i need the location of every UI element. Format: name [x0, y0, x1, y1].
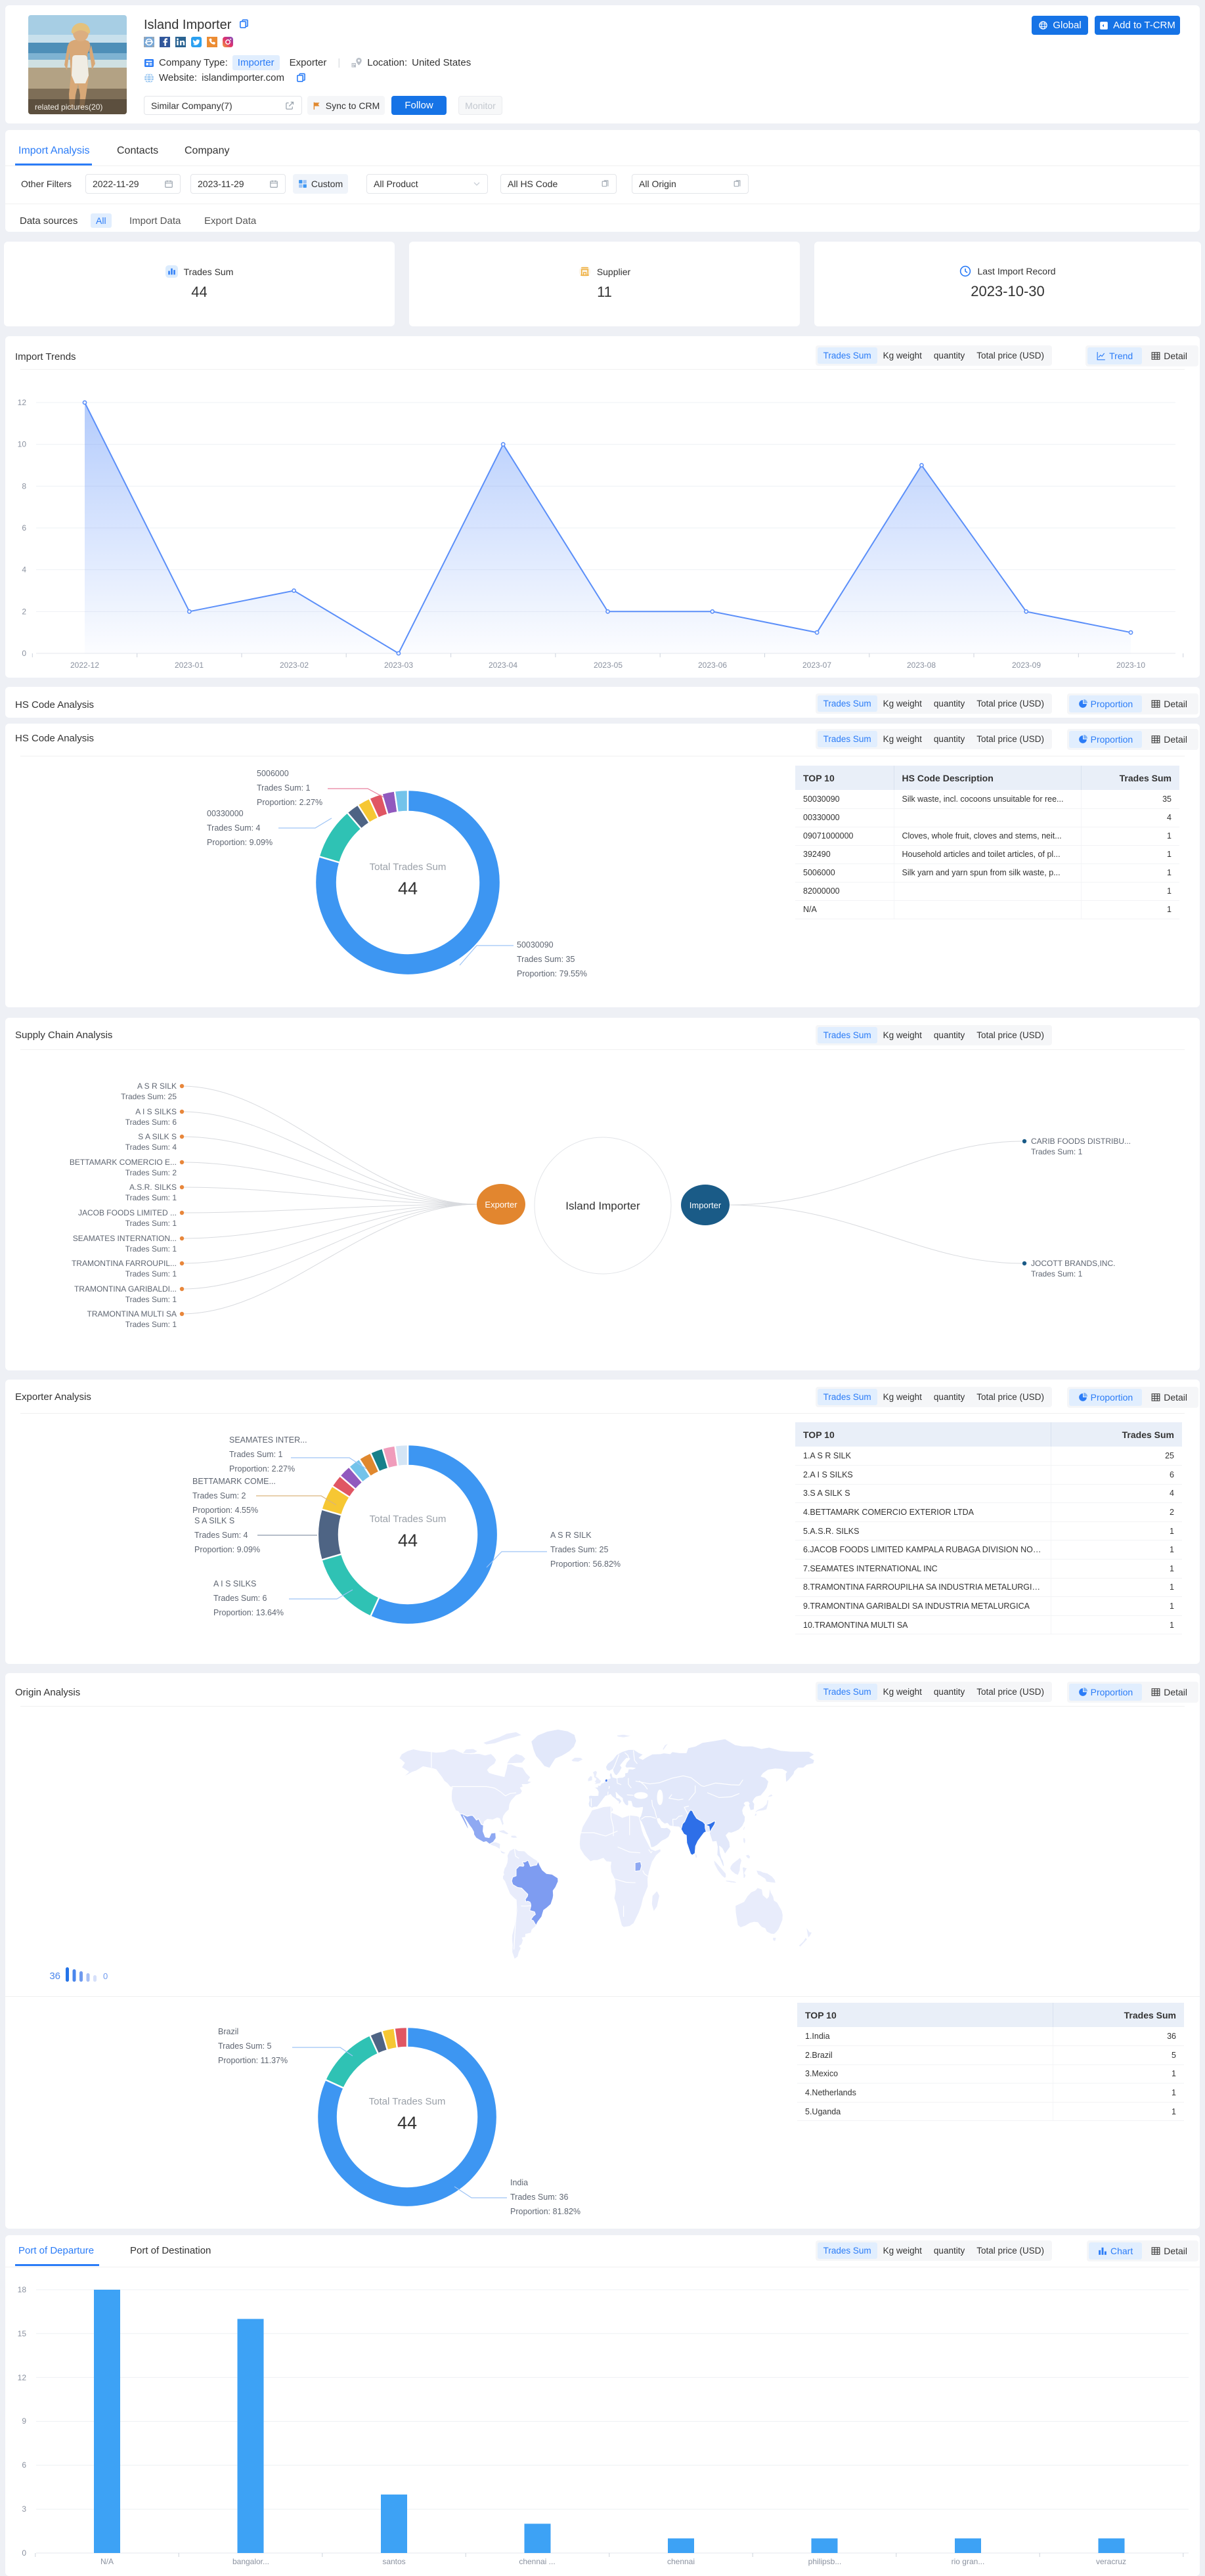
svg-text:N/A: N/A [100, 2557, 114, 2566]
svg-text:philipsb...: philipsb... [808, 2557, 842, 2566]
svg-text:2: 2 [22, 607, 26, 616]
svg-text:36: 36 [49, 1971, 60, 1982]
svg-text:2023-08: 2023-08 [907, 661, 936, 670]
svg-text:9: 9 [22, 2416, 26, 2426]
svg-text:Island Importer: Island Importer [565, 1200, 640, 1212]
svg-text:santos: santos [382, 2557, 405, 2566]
svg-text:Total Trades Sum: Total Trades Sum [370, 1514, 447, 1525]
svg-text:2023-05: 2023-05 [594, 661, 623, 670]
svg-text:12: 12 [18, 398, 27, 407]
svg-text:4: 4 [22, 565, 26, 575]
svg-text:44: 44 [398, 879, 418, 898]
svg-text:Importer: Importer [690, 1200, 722, 1210]
svg-text:bangalor...: bangalor... [232, 2557, 269, 2566]
svg-text:2023-07: 2023-07 [802, 661, 831, 670]
svg-text:0: 0 [22, 649, 26, 658]
svg-text:18: 18 [18, 2285, 27, 2294]
svg-text:0: 0 [103, 1971, 108, 1981]
svg-text:2023-01: 2023-01 [175, 661, 204, 670]
svg-text:2023-02: 2023-02 [280, 661, 309, 670]
svg-text:2023-09: 2023-09 [1012, 661, 1041, 670]
svg-text:2023-03: 2023-03 [384, 661, 413, 670]
svg-text:0: 0 [22, 2548, 26, 2558]
svg-text:44: 44 [398, 1531, 418, 1550]
svg-text:8: 8 [22, 481, 26, 491]
svg-text:6: 6 [22, 523, 26, 533]
svg-text:Total Trades Sum: Total Trades Sum [370, 862, 447, 873]
svg-text:2022-12: 2022-12 [70, 661, 99, 670]
svg-text:2023-10: 2023-10 [1116, 661, 1145, 670]
svg-text:6: 6 [22, 2460, 26, 2470]
svg-text:44: 44 [397, 2113, 417, 2133]
svg-text:15: 15 [18, 2329, 27, 2338]
svg-text:related pictures(20): related pictures(20) [35, 102, 102, 112]
svg-text:12: 12 [18, 2373, 27, 2382]
svg-text:veracruz: veracruz [1096, 2557, 1126, 2566]
svg-text:Exporter: Exporter [485, 1200, 517, 1210]
svg-text:10: 10 [18, 440, 27, 449]
svg-text:chennai: chennai [667, 2557, 695, 2566]
svg-text:Total Trades Sum: Total Trades Sum [369, 2096, 446, 2107]
svg-text:3: 3 [22, 2504, 26, 2514]
svg-text:rio gran...: rio gran... [952, 2557, 985, 2566]
svg-text:2023-04: 2023-04 [489, 661, 517, 670]
svg-text:2023-06: 2023-06 [698, 661, 727, 670]
svg-text:chennai ...: chennai ... [519, 2557, 555, 2566]
